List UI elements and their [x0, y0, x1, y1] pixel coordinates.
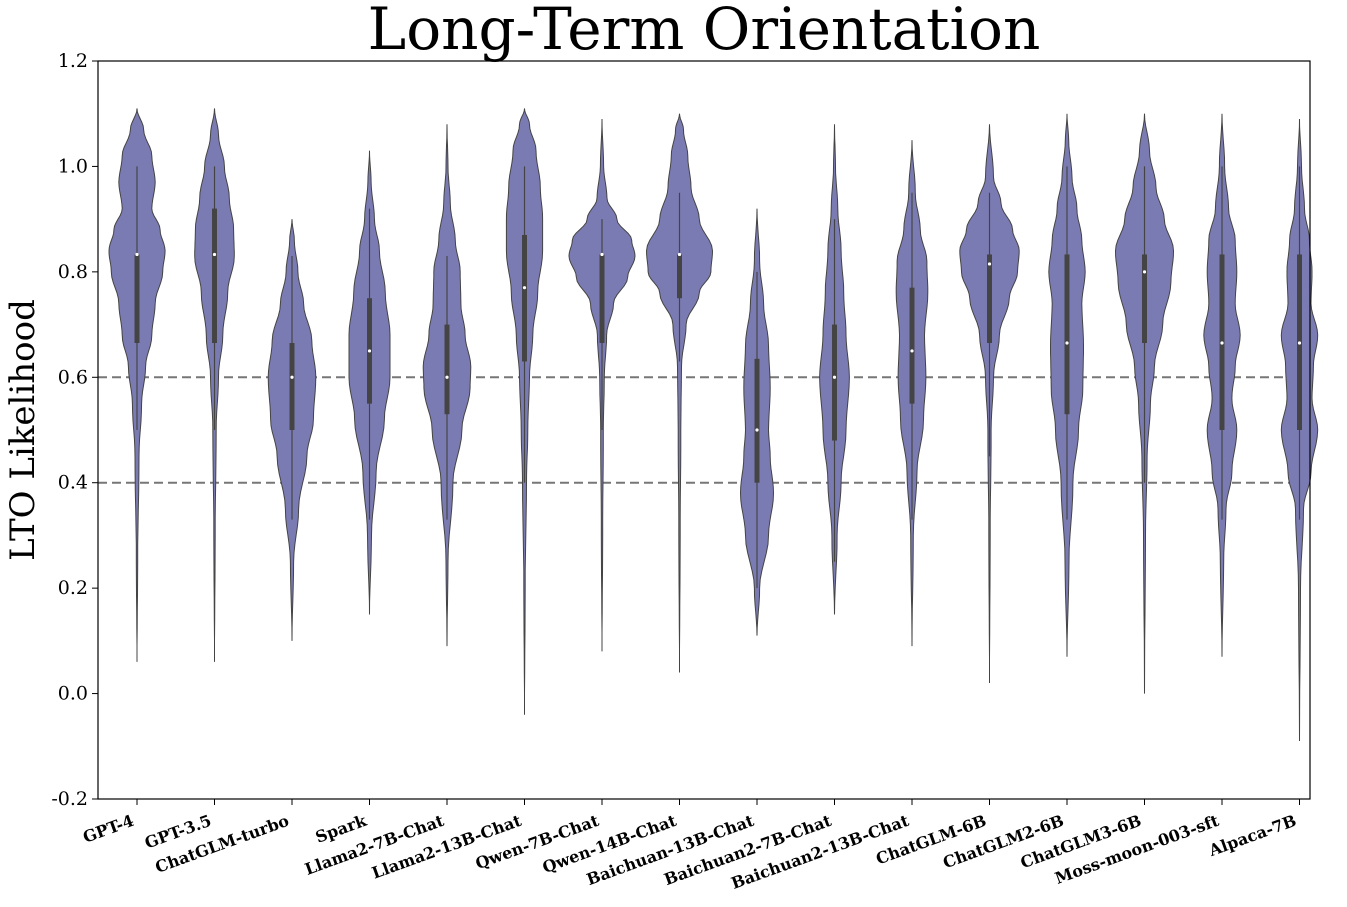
violin-iqr-box: [522, 234, 527, 362]
violin-iqr-box: [677, 254, 682, 299]
violin-iqr-box: [832, 324, 837, 441]
violin-Spark: [348, 150, 391, 615]
violin-iqr-box: [212, 208, 217, 344]
y-tick-label: 0.2: [58, 577, 88, 599]
violin-median: [677, 252, 682, 257]
violin-ChatGLM-turbo: [267, 219, 317, 641]
y-tick-label: 0.4: [58, 472, 88, 494]
violin-iqr-box: [1142, 254, 1147, 344]
y-axis-label: LTO Likelihood: [3, 299, 43, 561]
violin-median: [522, 286, 527, 290]
violin-GPT-4: [108, 108, 166, 662]
y-tick-label: 0.6: [58, 366, 88, 388]
violin-median: [755, 428, 759, 432]
violin-median: [1142, 270, 1147, 274]
violin-iqr-box: [1064, 254, 1070, 415]
violin-median: [135, 252, 139, 257]
y-tick-label: -0.2: [51, 788, 88, 810]
violin-Qwen-14B-Chat: [645, 113, 714, 673]
y-axis-ticks: -0.2 0.0 0.2 0.4 0.6 0.8 1.0 1.2: [51, 50, 98, 810]
violin-median: [445, 375, 449, 379]
violin-median: [910, 349, 914, 353]
chart-title: Long-Term Orientation: [368, 0, 1041, 63]
violin-Alpaca-7B: [1280, 118, 1319, 742]
violin-median: [1220, 341, 1224, 345]
violin-body: [645, 113, 714, 673]
violin-median: [290, 375, 294, 379]
violin-ChatGLM3-6B: [1114, 113, 1175, 694]
violin-Qwen-7B-Chat: [568, 118, 636, 652]
violin-Baichuan-13B-Chat: [739, 208, 775, 636]
violin-ChatGLM2-6B: [1048, 113, 1086, 657]
y-tick-label: 1.0: [58, 155, 88, 177]
y-tick-label: 0.0: [58, 683, 88, 705]
violin-median: [987, 262, 992, 266]
violin-median: [212, 252, 217, 257]
plot-frame: [97, 60, 1311, 800]
violin-iqr-box: [754, 358, 760, 483]
y-tick-label: 1.2: [58, 50, 88, 72]
violin-iqr-box: [289, 343, 295, 430]
violin-iqr-box: [987, 254, 992, 344]
violin-Baichuan2-13B-Chat: [895, 140, 929, 647]
x-tick-label: ChatGLM-turbo: [153, 811, 292, 877]
violins: [108, 108, 1319, 742]
violin-iqr-box: [909, 287, 915, 404]
violin-GPT-3.5: [194, 108, 235, 662]
violin-median: [1065, 341, 1069, 345]
violin-ChatGLM-6B: [959, 124, 1020, 683]
violin-Baichuan2-7B-Chat: [819, 124, 850, 615]
violin-Llama2-13B-Chat: [505, 108, 544, 715]
violin-median: [832, 375, 837, 379]
violin-Llama2-7B-Chat: [422, 124, 472, 647]
violin-iqr-box: [134, 254, 140, 344]
violin-median: [1297, 341, 1302, 345]
x-tick-label: GPT-4: [80, 811, 136, 847]
violin-Moss-moon-003-sft: [1203, 113, 1241, 657]
y-tick-label: 0.8: [58, 261, 88, 283]
violin-iqr-box: [599, 254, 605, 344]
x-tick-label: Alpaca-7B: [1205, 811, 1298, 860]
violin-median: [367, 349, 372, 353]
violin-median: [600, 252, 604, 257]
violin-iqr-box: [444, 324, 450, 415]
